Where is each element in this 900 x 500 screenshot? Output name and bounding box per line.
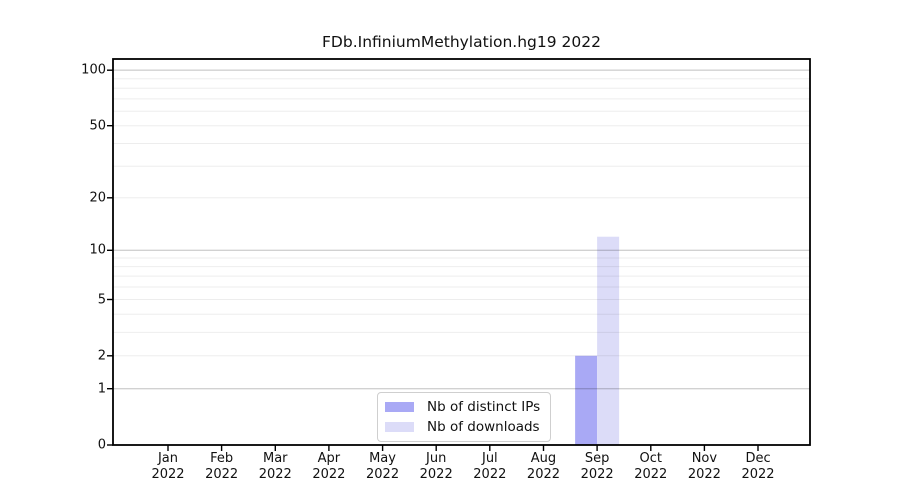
legend-swatch-distinct-ips [385, 401, 414, 412]
legend-item-downloads: Nb of downloads [385, 418, 540, 435]
legend: Nb of distinct IPs Nb of downloads [377, 392, 552, 442]
x-tick-label: Feb 2022 [205, 451, 239, 482]
x-tick-label: Oct 2022 [634, 451, 668, 482]
x-tick-label: Jul 2022 [473, 451, 507, 482]
x-tick-label: Mar 2022 [258, 451, 292, 482]
x-tick-label: May 2022 [366, 451, 400, 482]
x-tick-label: Dec 2022 [741, 451, 775, 482]
x-tick-label: Jan 2022 [151, 451, 185, 482]
y-tick-label: 2 [97, 348, 106, 364]
x-tick-label: Apr 2022 [312, 451, 346, 482]
y-tick-label: 0 [97, 437, 106, 453]
chart-title: FDb.InfiniumMethylation.hg19 2022 [322, 33, 601, 51]
x-tick-label: Nov 2022 [687, 451, 721, 482]
legend-label-distinct-ips: Nb of distinct IPs [427, 398, 541, 415]
y-tick-label: 5 [97, 292, 106, 307]
y-tick-label: 10 [89, 242, 106, 258]
legend-label-downloads: Nb of downloads [427, 418, 540, 435]
y-tick-label: 20 [89, 190, 106, 206]
x-tick-label: Sep 2022 [580, 451, 614, 482]
x-tick-label: Aug 2022 [526, 451, 561, 482]
y-tick-label: 100 [81, 62, 106, 78]
y-tick-label: 50 [89, 118, 106, 134]
legend-swatch-downloads [385, 421, 414, 432]
x-tick-label: Jun 2022 [419, 451, 453, 482]
legend-item-distinct-ips: Nb of distinct IPs [385, 398, 540, 415]
y-tick-label: 1 [97, 381, 106, 397]
